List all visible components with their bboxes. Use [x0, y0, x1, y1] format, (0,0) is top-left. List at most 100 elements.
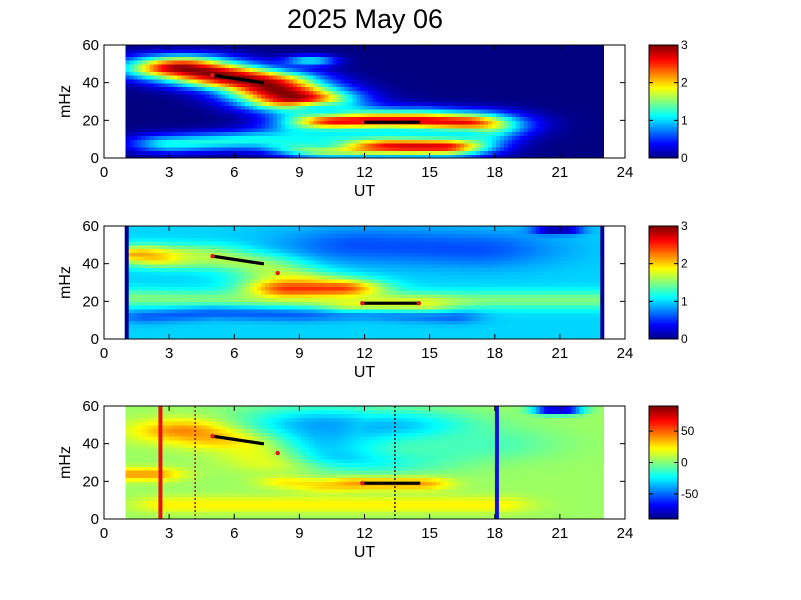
heatmap-cell: [575, 86, 581, 91]
heatmap-cell: [336, 131, 342, 136]
heatmap-cell: [149, 112, 155, 118]
heatmap-cell: [205, 75, 210, 80]
heatmap-cell: [280, 120, 286, 125]
heatmap-cell: [169, 146, 175, 152]
heatmap-cell: [276, 312, 282, 317]
heatmap-cell: [460, 142, 465, 148]
heatmap-cell: [320, 127, 326, 133]
heatmap-cell: [404, 101, 409, 106]
heatmap-cell: [464, 154, 469, 159]
heatmap-cell: [515, 139, 521, 144]
heatmap-cell: [149, 308, 155, 314]
heatmap-cell: [257, 320, 262, 325]
heatmap-cell: [336, 86, 342, 91]
heatmap-cell: [432, 139, 437, 144]
heatmap-cell: [491, 71, 497, 76]
heatmap-cell: [376, 86, 382, 91]
heatmap-cell: [141, 323, 147, 329]
heatmap-cell: [165, 48, 171, 54]
heatmap-cell: [249, 139, 254, 144]
heatmap-cell: [257, 67, 262, 72]
heatmap-cell: [320, 86, 326, 91]
heatmap-cell: [165, 244, 171, 250]
heatmap-cell: [129, 252, 135, 257]
heatmap-cell: [201, 237, 206, 242]
heatmap-cell: [428, 127, 433, 133]
heatmap-cell: [137, 63, 143, 69]
heatmap-cell: [133, 308, 139, 314]
heatmap-cell: [268, 139, 274, 144]
heatmap-cell: [392, 139, 397, 144]
heatmap-cell: [352, 131, 358, 136]
heatmap-cell: [527, 48, 533, 54]
heatmap-cell: [197, 229, 202, 235]
heatmap-cell: [464, 48, 469, 54]
heatmap-cell: [428, 90, 433, 95]
heatmap-cell: [356, 75, 362, 80]
heatmap-cell: [213, 237, 218, 242]
heatmap-cell: [280, 48, 286, 54]
heatmap-cell: [547, 124, 553, 129]
heatmap-cell: [157, 259, 163, 265]
heatmap-cell: [237, 331, 242, 336]
heatmap-cell: [336, 150, 342, 155]
heatmap-cell: [209, 301, 214, 306]
heatmap-cell: [583, 60, 588, 65]
heatmap-cell: [233, 305, 238, 310]
heatmap-cell: [225, 146, 230, 152]
heatmap-cell: [225, 52, 230, 57]
heatmap-cell: [129, 256, 135, 261]
heatmap-cell: [253, 120, 258, 125]
heatmap-cell: [201, 335, 206, 340]
heatmap-cell: [217, 60, 222, 65]
heatmap-cell: [241, 63, 246, 69]
heatmap-cell: [149, 327, 155, 333]
heatmap-cell: [233, 327, 238, 333]
heatmap-cell: [300, 139, 306, 144]
heatmap-cell: [503, 93, 509, 99]
heatmap-cell: [348, 56, 354, 61]
heatmap-cell: [129, 63, 135, 69]
heatmap-cell: [515, 116, 521, 121]
heatmap-cell: [491, 86, 497, 91]
heatmap-cell: [205, 293, 210, 299]
heatmap-cell: [495, 75, 501, 80]
heatmap-cell: [300, 45, 306, 50]
heatmap-cell: [157, 116, 163, 121]
heatmap-cell: [153, 286, 159, 291]
heatmap-cell: [237, 67, 242, 72]
heatmap-cell: [257, 56, 262, 61]
heatmap-cell: [141, 112, 147, 118]
heatmap-cell: [237, 297, 242, 302]
heatmap-cell: [467, 56, 473, 61]
heatmap-cell: [356, 124, 362, 129]
heatmap-cell: [364, 78, 370, 84]
heatmap-cell: [364, 112, 370, 118]
heatmap-cell: [189, 135, 194, 140]
heatmap-cell: [432, 112, 437, 118]
heatmap-cell: [221, 244, 226, 250]
heatmap-cell: [515, 146, 521, 152]
heatmap-cell: [404, 56, 409, 61]
heatmap-cell: [233, 142, 238, 148]
heatmap-cell: [332, 146, 338, 152]
heatmap-cell: [237, 323, 242, 329]
heatmap-cell: [547, 75, 553, 80]
heatmap-cell: [261, 331, 266, 336]
heatmap-cell: [193, 150, 198, 155]
heatmap-cell: [125, 116, 131, 121]
heatmap-cell: [416, 112, 421, 118]
heatmap-cell: [384, 56, 389, 61]
heatmap-cell: [460, 124, 465, 129]
heatmap-cell: [491, 52, 497, 57]
heatmap-cell: [300, 120, 306, 125]
heatmap-cell: [420, 120, 425, 125]
heatmap-cell: [245, 282, 250, 287]
heatmap-cell: [272, 105, 278, 110]
heatmap-cell: [153, 112, 159, 118]
heatmap-cell: [209, 154, 214, 159]
heatmap-cell: [460, 93, 465, 99]
heatmap-cell: [280, 75, 286, 80]
heatmap-cell: [133, 146, 139, 152]
heatmap-cell: [225, 248, 230, 253]
